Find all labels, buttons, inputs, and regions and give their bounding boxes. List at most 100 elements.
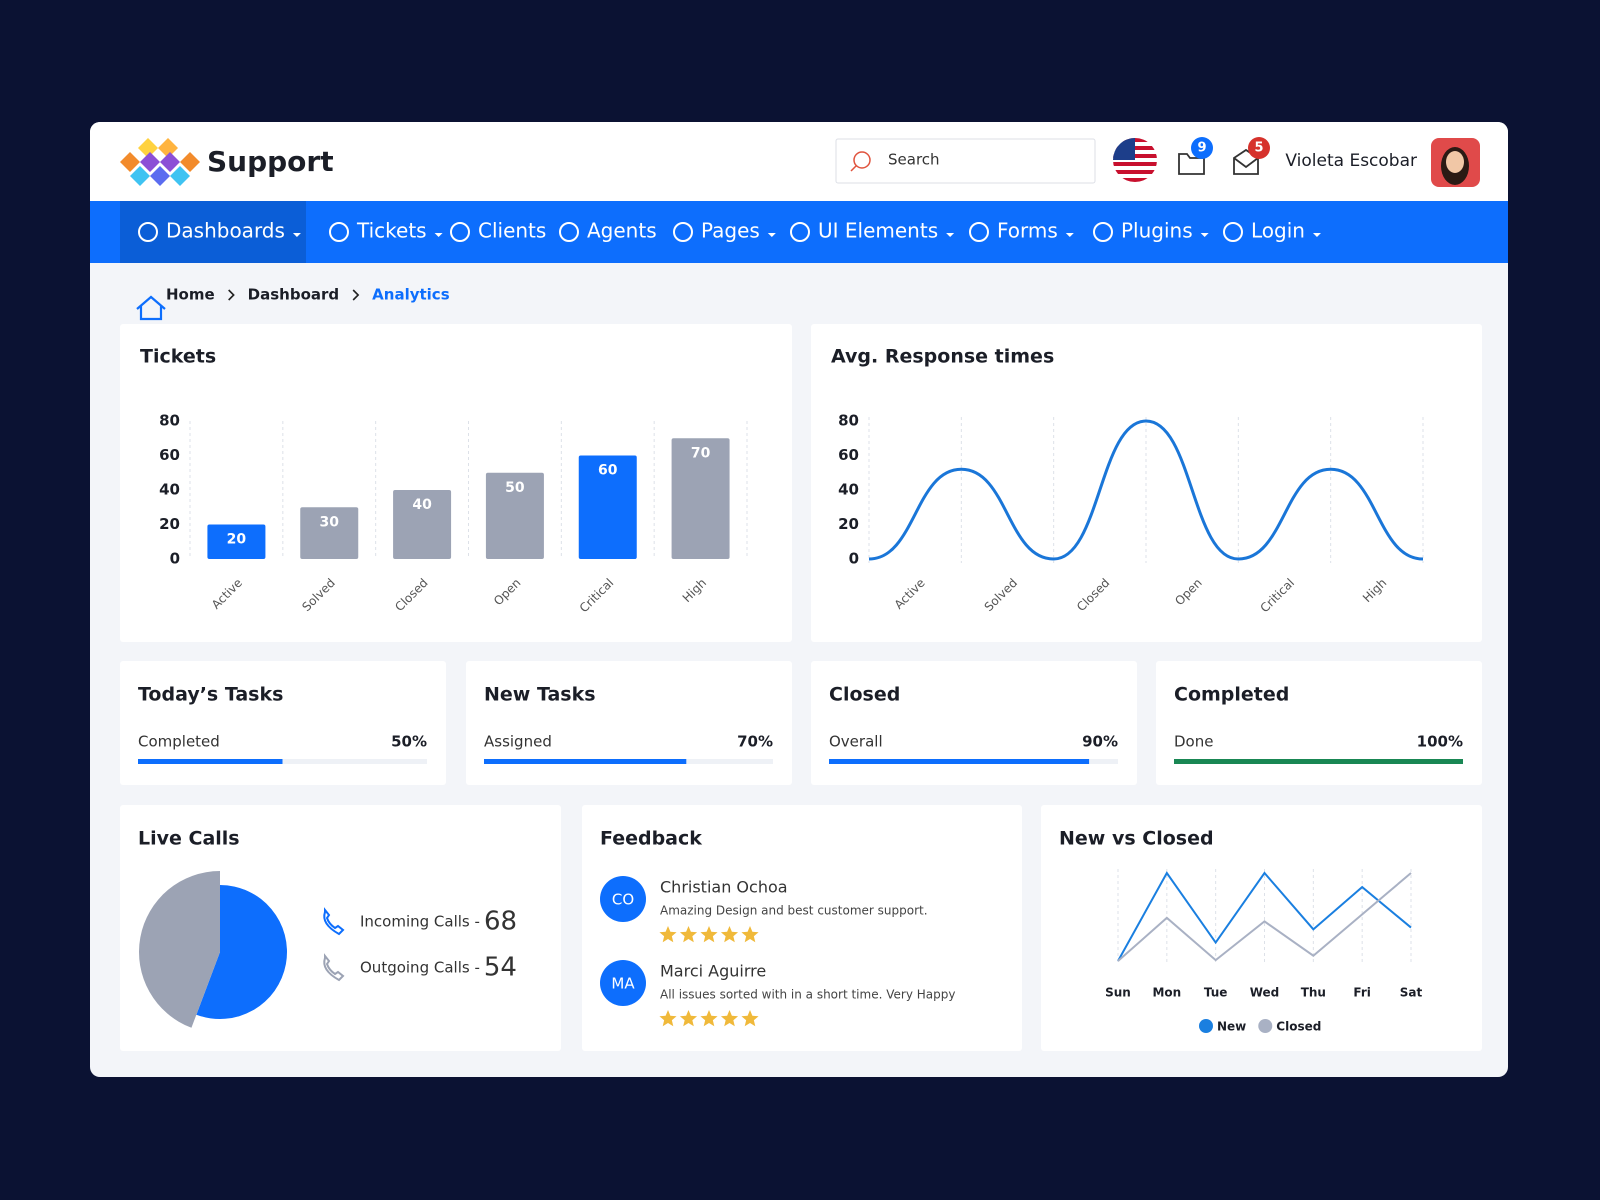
- x-tick-label: Sat: [1400, 986, 1423, 1000]
- legend-label: New: [1217, 1020, 1246, 1034]
- nav-item[interactable]: Pages: [701, 219, 760, 243]
- search-box[interactable]: [835, 138, 1096, 184]
- nav-icon: [138, 222, 158, 242]
- x-tick-label: Closed: [1074, 576, 1112, 614]
- app-frame: Support Search 9 5 Violeta Escobar Dashb…: [90, 122, 1508, 1077]
- review-text: All issues sorted with in a short time. …: [660, 988, 955, 1002]
- pie-slice: [138, 871, 220, 1028]
- search-placeholder[interactable]: Search: [888, 151, 940, 169]
- avatar-face: [1446, 151, 1464, 173]
- task-value-label: 100%: [1417, 733, 1463, 751]
- x-tick-label: Mon: [1152, 986, 1181, 1000]
- x-tick-label: Thu: [1301, 986, 1326, 1000]
- breadcrumb-item[interactable]: Analytics: [372, 286, 450, 304]
- x-tick-label: Fri: [1353, 986, 1370, 1000]
- reviewer-name: Marci Aguirre: [660, 962, 766, 981]
- x-tick-label: Critical: [577, 576, 617, 616]
- mail-icon[interactable]: [1233, 148, 1259, 175]
- header-bar: [90, 122, 1508, 201]
- x-tick-label: Open: [491, 576, 524, 609]
- card-title: Closed: [829, 684, 900, 706]
- review-text: Amazing Design and best customer support…: [660, 904, 928, 918]
- nav-item[interactable]: UI Elements: [818, 219, 938, 243]
- task-card: Closed Overall 90%: [811, 661, 1137, 785]
- badge-count: 5: [1254, 141, 1263, 156]
- star: [679, 926, 698, 943]
- call-label: Incoming Calls -: [360, 913, 480, 931]
- tickets-chart: Tickets 0 20 40 60 80 20 Active 30 Solved 40 Closed…: [140, 346, 748, 616]
- header: Support Search 9 5 Violeta Escobar Dashb…: [90, 122, 1508, 321]
- nav-item[interactable]: Forms: [997, 219, 1058, 243]
- logo: [120, 138, 200, 186]
- progress-bar: [484, 759, 687, 764]
- nav-item[interactable]: Login: [1251, 219, 1305, 243]
- bar: [485, 472, 544, 559]
- task-label: Assigned: [484, 733, 552, 751]
- card-title: New Tasks: [484, 684, 596, 706]
- task-value-label: 70%: [737, 733, 773, 751]
- bar: [393, 490, 452, 559]
- nav-icon: [329, 222, 349, 242]
- avatar: [600, 876, 646, 922]
- nav-icon: [1093, 222, 1113, 242]
- user-name[interactable]: Violeta Escobar: [1285, 151, 1417, 171]
- caret: [1312, 233, 1321, 237]
- card: Live Calls Incoming Calls -68 Outgoing Cal…: [120, 805, 561, 1051]
- avatar-initials: CO: [612, 891, 634, 909]
- reviewer-name: Christian Ochoa: [660, 878, 788, 897]
- nav-icon: [969, 222, 989, 242]
- line: [1117, 871, 1412, 962]
- star: [700, 926, 718, 943]
- star: [741, 1010, 759, 1027]
- feedback: Feedback CO Christian Ochoa Amazing Design …: [600, 828, 955, 1027]
- x-tick-label: High: [680, 576, 709, 605]
- breadcrumb-item[interactable]: Dashboard: [248, 286, 339, 304]
- flag[interactable]: [1113, 138, 1157, 182]
- bar-value-label: 20: [227, 532, 247, 548]
- progress-bar: [138, 759, 283, 764]
- caret: [1065, 233, 1074, 237]
- y-tick-label: 0: [849, 550, 859, 568]
- y-tick-label: 20: [159, 515, 180, 533]
- legend-swatch: [1199, 1019, 1213, 1033]
- nav-bar: [90, 201, 1508, 263]
- x-tick-label: Active: [892, 576, 928, 612]
- nav-item[interactable]: Tickets: [356, 219, 427, 243]
- live-calls: Live Calls Incoming Calls -68 Outgoing Cal…: [138, 828, 517, 1028]
- card-title: Completed: [1174, 684, 1289, 706]
- bar: [578, 455, 637, 559]
- caret: [1200, 233, 1209, 237]
- chevron: [352, 289, 360, 301]
- bar-value-label: 50: [505, 480, 525, 496]
- caret: [946, 233, 955, 237]
- bar-value-label: 70: [691, 445, 711, 461]
- task-card: Today’s Tasks Completed 50%: [120, 661, 446, 785]
- y-tick-label: 20: [838, 515, 859, 533]
- caret: [434, 233, 443, 237]
- brand: Support: [207, 145, 334, 178]
- home-icon[interactable]: [136, 295, 166, 321]
- task-label: Completed: [138, 733, 220, 751]
- nav-item[interactable]: Plugins: [1121, 219, 1193, 243]
- task-card: New Tasks Assigned 70%: [466, 661, 792, 785]
- star: [679, 1010, 698, 1027]
- x-tick-label: Open: [1172, 576, 1205, 609]
- card-title: Tickets: [140, 346, 216, 368]
- card-title: Avg. Response times: [831, 346, 1054, 368]
- nav-item[interactable]: Dashboards: [166, 219, 285, 243]
- card: New vs Closed Sun Mon Tue Wed Thu Fri Sat New Clo…: [1041, 805, 1482, 1051]
- card-title: Live Calls: [138, 828, 240, 850]
- star: [720, 926, 739, 943]
- bar-value-label: 60: [598, 463, 618, 479]
- avatar: [600, 960, 646, 1006]
- nav-item[interactable]: Clients: [478, 219, 546, 243]
- response-chart: Avg. Response times 0 20 40 60 80 Active Solved…: [831, 346, 1424, 615]
- card-title: Today’s Tasks: [138, 684, 283, 706]
- nav-icon: [673, 222, 693, 242]
- chevron: [228, 289, 235, 301]
- breadcrumb-item[interactable]: Home: [166, 286, 215, 304]
- legend-swatch: [1258, 1019, 1273, 1033]
- nav-item[interactable]: Agents: [587, 219, 657, 243]
- star: [700, 1010, 718, 1027]
